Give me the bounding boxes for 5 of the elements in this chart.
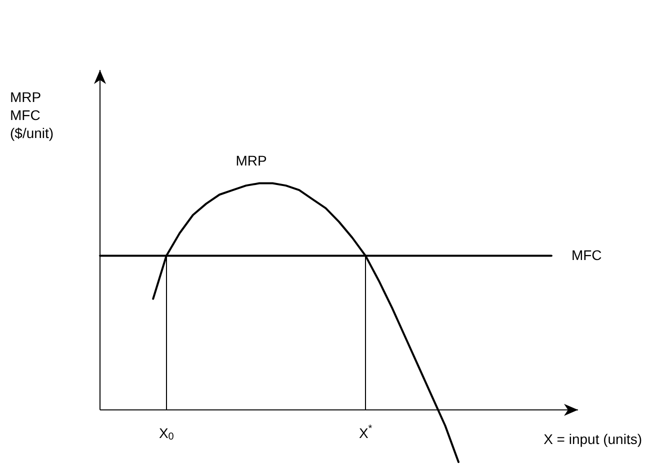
text: MRP [236,152,267,168]
annotation: MFC [571,246,602,263]
x-axis-title: X = input (units) [544,430,642,447]
y-axis-title: MRP MFC ($/unit) [10,89,54,141]
x-tick-label: X* [358,423,372,441]
